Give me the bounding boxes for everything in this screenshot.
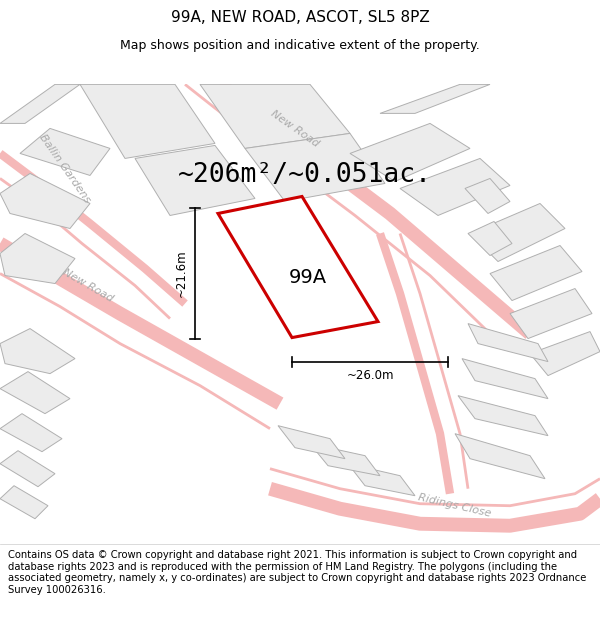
Polygon shape bbox=[135, 146, 255, 216]
Polygon shape bbox=[468, 324, 548, 362]
Polygon shape bbox=[80, 84, 215, 158]
Polygon shape bbox=[310, 444, 380, 476]
Polygon shape bbox=[458, 396, 548, 436]
Polygon shape bbox=[0, 372, 70, 414]
Text: New Road: New Road bbox=[269, 108, 321, 149]
Polygon shape bbox=[0, 174, 90, 229]
Polygon shape bbox=[400, 158, 510, 216]
Polygon shape bbox=[380, 84, 490, 113]
Text: 99A, NEW ROAD, ASCOT, SL5 8PZ: 99A, NEW ROAD, ASCOT, SL5 8PZ bbox=[170, 10, 430, 25]
Polygon shape bbox=[470, 204, 565, 261]
Polygon shape bbox=[245, 133, 385, 201]
Polygon shape bbox=[468, 221, 512, 256]
Polygon shape bbox=[0, 234, 75, 284]
Text: 99A: 99A bbox=[289, 268, 326, 287]
Polygon shape bbox=[530, 332, 600, 376]
Polygon shape bbox=[465, 179, 510, 214]
Polygon shape bbox=[0, 84, 80, 123]
Polygon shape bbox=[200, 84, 350, 148]
Polygon shape bbox=[350, 123, 470, 181]
Polygon shape bbox=[0, 486, 48, 519]
Text: ~206m²/~0.051ac.: ~206m²/~0.051ac. bbox=[178, 162, 432, 189]
Text: ~26.0m: ~26.0m bbox=[346, 369, 394, 382]
Text: Ridings Close: Ridings Close bbox=[418, 492, 493, 519]
Text: New Road: New Road bbox=[61, 267, 115, 304]
Polygon shape bbox=[278, 426, 345, 459]
Polygon shape bbox=[490, 246, 582, 301]
Text: Map shows position and indicative extent of the property.: Map shows position and indicative extent… bbox=[120, 39, 480, 51]
Polygon shape bbox=[0, 451, 55, 487]
Polygon shape bbox=[218, 196, 378, 338]
Polygon shape bbox=[20, 128, 110, 176]
Polygon shape bbox=[348, 464, 415, 496]
Text: Ballin Gardens: Ballin Gardens bbox=[38, 132, 92, 204]
Polygon shape bbox=[510, 289, 592, 339]
Polygon shape bbox=[455, 434, 545, 479]
Polygon shape bbox=[0, 329, 75, 374]
Text: ~21.6m: ~21.6m bbox=[175, 250, 187, 298]
Text: Contains OS data © Crown copyright and database right 2021. This information is : Contains OS data © Crown copyright and d… bbox=[8, 550, 586, 595]
Polygon shape bbox=[462, 359, 548, 399]
Polygon shape bbox=[0, 414, 62, 452]
